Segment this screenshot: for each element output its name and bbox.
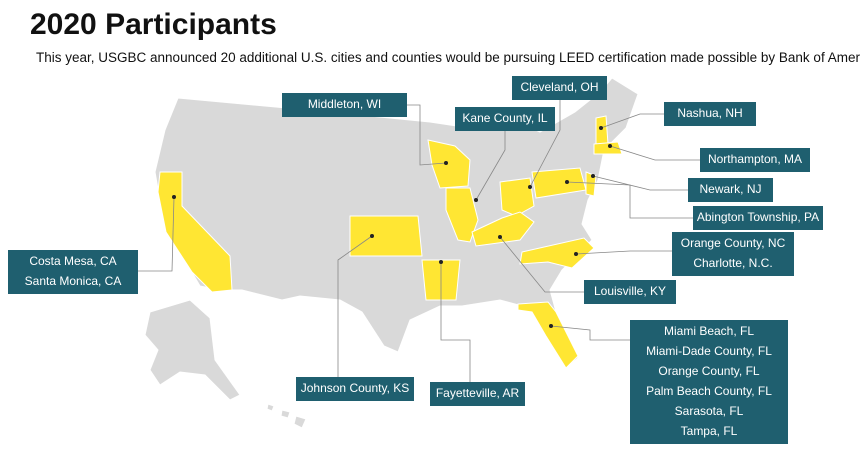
callout-label: Kane County, IL <box>462 111 547 125</box>
new-hampshire <box>595 115 609 145</box>
callout-label: Sarasota, FL <box>675 404 744 418</box>
callout-box <box>282 93 407 117</box>
leader-line <box>609 145 700 161</box>
title: 2020 Participants <box>30 8 277 41</box>
callout-box <box>700 148 810 172</box>
leader-line <box>440 262 471 382</box>
massachusetts <box>593 141 623 155</box>
callout-label: Charlotte, N.C. <box>693 256 772 270</box>
kentucky <box>471 211 535 247</box>
kansas <box>349 215 423 257</box>
location-dot <box>565 180 569 184</box>
alaska <box>144 299 241 401</box>
leader-line <box>592 175 688 191</box>
leader-line <box>550 325 630 341</box>
location-dot <box>599 126 603 130</box>
callout-label: Johnson County, KS <box>301 381 410 395</box>
subtitle: This year, USGBC announced 20 additional… <box>36 50 860 65</box>
leader-line <box>575 250 672 255</box>
location-dot <box>574 252 578 256</box>
us-map <box>144 77 639 429</box>
callout-label: Miami Beach, FL <box>664 324 754 338</box>
callout-label: Newark, NJ <box>699 182 761 196</box>
wisconsin <box>427 139 471 189</box>
callout-label: Santa Monica, CA <box>25 274 122 288</box>
ohio <box>499 177 535 217</box>
callout-box <box>455 107 555 131</box>
location-dot <box>439 260 443 264</box>
callout-label: Louisville, KY <box>594 284 666 298</box>
callout-label: Costa Mesa, CA <box>29 254 116 268</box>
callout-label: Orange County, FL <box>658 364 759 378</box>
callout-box <box>512 76 607 100</box>
location-dot <box>444 161 448 165</box>
highlighted-states <box>157 115 623 369</box>
callout-label: Northampton, MA <box>708 152 802 166</box>
callout-label: Tampa, FL <box>681 424 738 438</box>
callout-label: Nashua, NH <box>677 106 742 120</box>
callout-box <box>672 232 794 276</box>
location-dot <box>498 235 502 239</box>
leader-line <box>475 131 506 201</box>
leader-line <box>600 113 664 129</box>
callouts: Middleton, WI Kane County, IL Cleveland, O… <box>8 76 823 444</box>
leader-line <box>337 235 373 377</box>
callout-box <box>688 178 773 202</box>
callout-box <box>693 206 823 230</box>
callout-box <box>296 377 414 401</box>
location-dot <box>474 198 478 202</box>
location-dot <box>608 144 612 148</box>
callout-label: Orange County, NC <box>681 236 786 250</box>
leader-line <box>138 196 175 272</box>
location-dot <box>528 185 532 189</box>
illinois <box>445 187 479 243</box>
leader-line <box>499 236 584 293</box>
location-dot <box>591 174 595 178</box>
callout-label: Miami-Dade County, FL <box>646 344 772 358</box>
north-carolina <box>519 237 595 269</box>
california <box>157 171 233 293</box>
hawaii <box>266 403 307 429</box>
leader-line <box>407 104 447 166</box>
callout-label: Cleveland, OH <box>520 80 598 94</box>
location-dot <box>549 324 553 328</box>
callout-box <box>630 320 788 444</box>
callout-box <box>8 250 138 294</box>
leader-lines <box>138 100 700 382</box>
callout-label: Palm Beach County, FL <box>646 384 772 398</box>
leader-line <box>529 100 561 188</box>
leader-line <box>566 181 693 219</box>
callout-label: Fayetteville, AR <box>436 386 520 400</box>
callout-box <box>664 102 756 126</box>
location-dot <box>172 195 176 199</box>
callout-box <box>430 382 525 406</box>
location-dot <box>370 234 374 238</box>
callout-label: Middleton, WI <box>308 97 381 111</box>
callout-label: Abington Township, PA <box>697 210 819 224</box>
florida <box>517 301 579 369</box>
callout-box <box>584 280 676 304</box>
